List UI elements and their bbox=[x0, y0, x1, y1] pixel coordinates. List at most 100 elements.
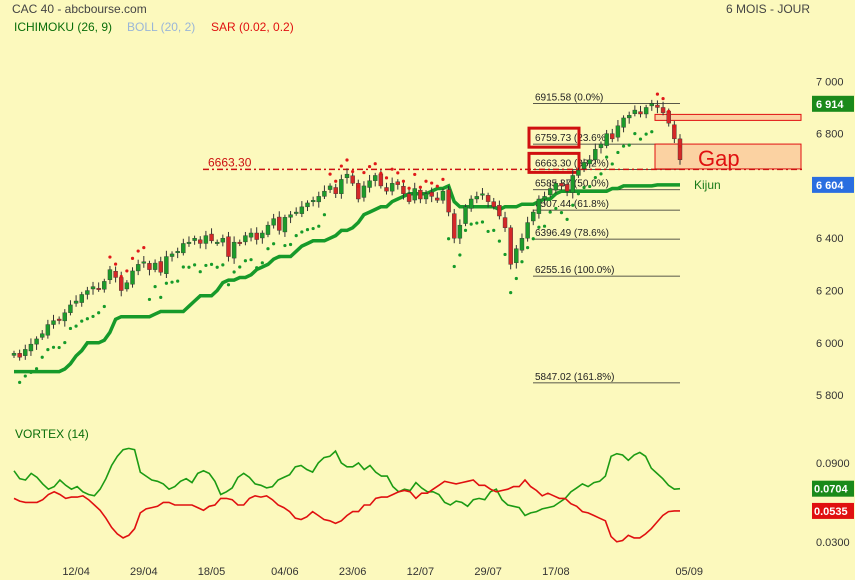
candle-body bbox=[508, 227, 513, 265]
candle-body bbox=[175, 251, 180, 254]
sar-dot bbox=[232, 270, 236, 274]
x-tick-label: 23/06 bbox=[339, 566, 367, 578]
sar-dot bbox=[418, 185, 422, 189]
candle-body bbox=[576, 170, 581, 176]
candle-body bbox=[621, 117, 626, 128]
x-tick-label: 05/09 bbox=[675, 566, 703, 578]
candle-body bbox=[395, 181, 400, 185]
candle-body bbox=[40, 333, 45, 338]
candle-body bbox=[45, 324, 51, 336]
candle-body bbox=[440, 190, 446, 201]
candle-body bbox=[435, 197, 440, 201]
candle-body bbox=[158, 261, 163, 273]
candle-body bbox=[23, 349, 28, 356]
sar-dot bbox=[29, 370, 33, 374]
sar-dot bbox=[480, 220, 485, 224]
sar-dot bbox=[475, 221, 479, 225]
sar-dot bbox=[181, 265, 185, 269]
sar-dot bbox=[204, 263, 208, 268]
sar-dot bbox=[463, 228, 468, 232]
vi-minus-box bbox=[812, 502, 854, 519]
candle-body bbox=[226, 236, 231, 257]
candle-body bbox=[593, 149, 598, 160]
sar-dot bbox=[164, 281, 168, 285]
candle-body bbox=[62, 312, 67, 322]
candle-body bbox=[553, 183, 559, 191]
sar-dot bbox=[193, 263, 197, 267]
sar-dot bbox=[441, 177, 445, 181]
candle-body bbox=[203, 235, 209, 244]
candle-body bbox=[214, 241, 220, 244]
vi-plus-box bbox=[812, 480, 854, 497]
price-y-tick-label: 6 800 bbox=[816, 129, 844, 141]
indicator-ichimoku: ICHIMOKU (26, 9) bbox=[14, 20, 113, 34]
sar-dot bbox=[328, 172, 332, 176]
sar-dot bbox=[23, 374, 27, 378]
candle-body bbox=[11, 353, 17, 356]
candle-body bbox=[429, 191, 434, 197]
candle-body bbox=[480, 193, 485, 196]
sar-dot bbox=[63, 340, 67, 345]
sar-dot bbox=[80, 319, 84, 323]
vortex-y-tick-label: 0.0300 bbox=[816, 537, 850, 549]
candle-body bbox=[96, 287, 101, 290]
sar-dot bbox=[571, 203, 575, 207]
candle-body bbox=[570, 175, 575, 193]
sar-dot bbox=[187, 265, 191, 269]
sar-dot bbox=[650, 130, 654, 134]
sar-dot bbox=[311, 226, 315, 231]
sar-dot bbox=[599, 172, 603, 176]
kijun-label: Kijun bbox=[694, 178, 721, 192]
x-tick-label: 17/08 bbox=[542, 566, 570, 578]
sar-dot bbox=[57, 345, 61, 350]
sar-dot bbox=[582, 185, 586, 190]
fib-highlight-box bbox=[527, 151, 581, 174]
candle-body bbox=[401, 185, 406, 194]
sar-dot bbox=[356, 184, 360, 189]
sar-dot bbox=[255, 266, 259, 270]
sar-dot bbox=[379, 171, 383, 175]
candle-body bbox=[231, 241, 237, 259]
sar-dot bbox=[452, 264, 456, 269]
candle-body bbox=[344, 173, 350, 179]
candle-body bbox=[102, 281, 107, 290]
candle-body bbox=[282, 217, 288, 233]
sar-dot bbox=[260, 261, 264, 265]
sar-dot bbox=[531, 237, 535, 241]
candle-body bbox=[356, 183, 361, 200]
sar-dot bbox=[661, 96, 665, 101]
candle-body bbox=[350, 175, 355, 184]
sar-dot bbox=[243, 259, 248, 263]
candle-body bbox=[643, 107, 649, 115]
candle-body bbox=[68, 304, 73, 313]
vortex-title: VORTEX (14) bbox=[15, 427, 89, 441]
sar-dot bbox=[678, 144, 682, 149]
fib-highlight-box bbox=[527, 126, 581, 149]
vortex-plus-line bbox=[13, 447, 681, 517]
candle-body bbox=[113, 270, 118, 278]
candle-body bbox=[141, 261, 147, 264]
candle-body bbox=[457, 224, 463, 239]
candle-body bbox=[333, 187, 338, 194]
candle-body bbox=[316, 196, 321, 203]
sar-dot bbox=[68, 326, 73, 331]
sar-dot bbox=[277, 255, 281, 259]
price-y-tick-label: 6 200 bbox=[816, 286, 844, 298]
candle-body bbox=[152, 262, 158, 270]
sar-dot bbox=[435, 184, 439, 188]
candle-body bbox=[248, 232, 254, 238]
candle-body bbox=[288, 214, 293, 218]
price-y-tick-label: 7 000 bbox=[816, 76, 844, 88]
kijun-value-label: 6 604 bbox=[816, 180, 844, 192]
candle-body bbox=[90, 286, 96, 290]
sar-dot bbox=[40, 355, 44, 359]
candle-body bbox=[243, 235, 248, 243]
price-y-tick-label: 6 400 bbox=[816, 233, 844, 245]
sar-dot bbox=[108, 255, 112, 259]
sar-dot bbox=[159, 295, 163, 299]
sar-dot bbox=[119, 274, 123, 279]
candle-body bbox=[310, 200, 316, 203]
candle-body bbox=[519, 238, 525, 251]
sar-dot bbox=[288, 242, 293, 247]
candle-body bbox=[361, 185, 367, 198]
